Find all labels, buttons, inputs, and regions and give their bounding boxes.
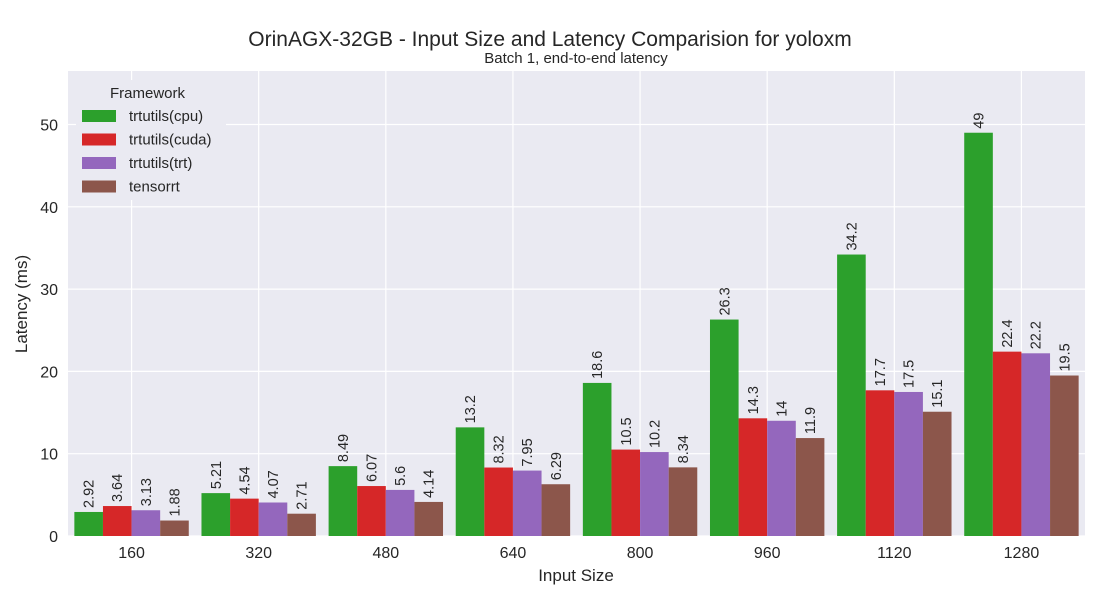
x-tick-label: 1280 bbox=[1004, 545, 1040, 562]
bar bbox=[640, 452, 669, 536]
bar-value-label: 6.29 bbox=[549, 452, 565, 480]
data-labels: 2.92 5.21 8.49 13.2 18.6 26.3 34.2 49 3.64 4.54 6.… bbox=[82, 113, 1074, 517]
x-axis-label: Input Size bbox=[538, 566, 614, 585]
bar bbox=[201, 493, 231, 536]
bar bbox=[541, 484, 571, 536]
legend-swatch bbox=[82, 180, 116, 193]
bar bbox=[611, 449, 641, 536]
x-tick-label: 960 bbox=[754, 545, 781, 562]
bar bbox=[484, 467, 513, 536]
bars bbox=[74, 132, 1079, 537]
bar-value-label: 4.07 bbox=[266, 470, 282, 498]
x-tick-label: 1120 bbox=[877, 545, 912, 562]
x-tick-label: 160 bbox=[118, 545, 145, 562]
bar bbox=[258, 502, 288, 536]
bar-value-label: 8.34 bbox=[676, 435, 692, 463]
bar bbox=[738, 418, 768, 536]
bar-value-label: 49 bbox=[972, 113, 988, 129]
bar-value-label: 5.6 bbox=[393, 466, 409, 486]
chart-subtitle: Batch 1, end-to-end latency bbox=[484, 50, 668, 67]
bar-value-label: 8.49 bbox=[336, 434, 352, 462]
bar bbox=[837, 254, 866, 536]
legend-title: Framework bbox=[110, 85, 186, 102]
legend-swatch bbox=[82, 110, 116, 122]
bar bbox=[414, 501, 444, 536]
bar bbox=[894, 391, 923, 536]
bar-value-label: 2.71 bbox=[295, 481, 311, 509]
y-tick-label: 40 bbox=[40, 200, 58, 217]
y-tick-label: 0 bbox=[49, 529, 58, 546]
bar bbox=[1021, 353, 1051, 536]
bar-value-label: 22.4 bbox=[1000, 319, 1016, 347]
legend-swatch bbox=[82, 157, 116, 169]
bar-value-label: 34.2 bbox=[844, 222, 860, 250]
bar bbox=[455, 427, 485, 536]
bar-value-label: 10.5 bbox=[619, 417, 635, 445]
bar bbox=[385, 489, 415, 536]
bar-value-label: 3.64 bbox=[110, 474, 126, 502]
bar bbox=[328, 466, 358, 536]
legend-entry: trtutils(cpu) bbox=[129, 108, 203, 125]
bar-value-label: 15.1 bbox=[930, 379, 946, 407]
bar bbox=[709, 319, 739, 536]
bar-value-label: 4.14 bbox=[422, 470, 438, 498]
y-tick-label: 30 bbox=[40, 282, 58, 299]
bar-value-label: 4.54 bbox=[237, 466, 253, 494]
bar-value-label: 14 bbox=[774, 401, 790, 417]
bar-value-label: 22.2 bbox=[1029, 321, 1045, 349]
legend-entry: trtutils(cuda) bbox=[129, 132, 212, 149]
bar-value-label: 8.32 bbox=[492, 435, 508, 463]
bar-value-label: 18.6 bbox=[590, 351, 606, 379]
y-tick-label: 50 bbox=[40, 117, 58, 134]
bar bbox=[865, 390, 895, 536]
y-axis-label: Latency (ms) bbox=[12, 255, 31, 353]
x-tick-label: 800 bbox=[627, 545, 654, 562]
x-tick-label: 640 bbox=[500, 545, 527, 562]
bar-value-label: 6.07 bbox=[365, 454, 381, 482]
tick-labels: 0 10 20 30 40 50 160 320 480 640 800 960 1120 1280 bbox=[40, 117, 1039, 562]
bar-value-label: 7.95 bbox=[520, 438, 536, 466]
bar bbox=[668, 467, 698, 536]
bar-value-label: 2.92 bbox=[82, 480, 98, 508]
bar bbox=[230, 498, 259, 536]
bar-value-label: 17.7 bbox=[873, 358, 889, 386]
bar bbox=[767, 420, 796, 536]
bar bbox=[992, 351, 1022, 536]
legend-entry: trtutils(trt) bbox=[129, 155, 192, 172]
legend-swatch bbox=[82, 133, 116, 146]
bar bbox=[582, 382, 612, 536]
bar-value-label: 1.88 bbox=[167, 488, 183, 516]
bar-value-label: 13.2 bbox=[463, 395, 479, 423]
bar bbox=[922, 411, 952, 536]
legend: Framework trtutils(cpu) trtutils(cuda) trt… bbox=[76, 80, 226, 200]
bar-value-label: 11.9 bbox=[803, 407, 819, 434]
chart-title: OrinAGX-32GB - Input Size and Latency Co… bbox=[248, 28, 851, 51]
bar-value-label: 5.21 bbox=[209, 461, 225, 489]
bar bbox=[795, 438, 825, 536]
y-tick-label: 20 bbox=[40, 364, 58, 381]
bar bbox=[512, 470, 542, 536]
bar-value-label: 14.3 bbox=[746, 386, 762, 414]
bar-value-label: 17.5 bbox=[902, 360, 918, 388]
x-tick-label: 480 bbox=[372, 545, 399, 562]
bar bbox=[287, 513, 316, 536]
bar bbox=[357, 486, 386, 536]
bar-value-label: 3.13 bbox=[139, 478, 155, 506]
bar bbox=[160, 520, 189, 536]
x-tick-label: 320 bbox=[245, 545, 272, 562]
bar-value-label: 26.3 bbox=[717, 287, 733, 315]
y-tick-label: 10 bbox=[40, 447, 58, 464]
bar bbox=[964, 132, 993, 537]
legend-entry: tensorrt bbox=[129, 179, 181, 196]
bar bbox=[1050, 375, 1079, 536]
bar bbox=[102, 506, 132, 536]
bar-value-label: 19.5 bbox=[1057, 343, 1073, 371]
bar bbox=[74, 511, 103, 536]
bar-value-label: 10.2 bbox=[647, 420, 663, 448]
bar bbox=[131, 510, 161, 536]
